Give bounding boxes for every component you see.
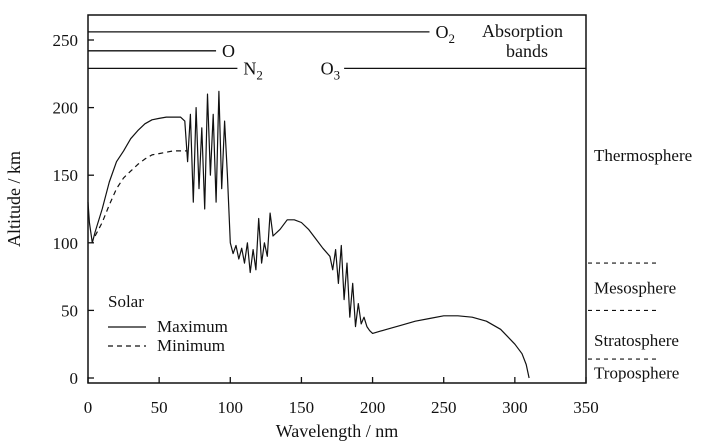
y-tick-label: 200	[53, 99, 79, 118]
absorption-band-label: O2	[435, 22, 455, 46]
x-tick-label: 200	[360, 398, 386, 417]
layer-label-stratosphere: Stratosphere	[594, 331, 679, 350]
x-tick-label: 50	[151, 398, 168, 417]
x-axis-title: Wavelength / nm	[276, 421, 399, 441]
x-tick-label: 300	[502, 398, 528, 417]
layer-label-mesosphere: Mesosphere	[594, 278, 676, 297]
legend: Solar Maximum Minimum	[108, 292, 228, 355]
legend-label-minimum: Minimum	[157, 336, 225, 355]
y-tick-label: 250	[53, 31, 79, 50]
legend-title: Solar	[108, 292, 144, 311]
atmosphere-layers: Thermosphere Mesosphere Stratosphere Tropos…	[588, 146, 692, 383]
y-axis-ticks: 0 50 100 150 200 250	[53, 31, 94, 388]
absorption-band-label: O3	[321, 58, 341, 82]
x-tick-label: 250	[431, 398, 457, 417]
layer-label-troposphere: Troposphere	[594, 364, 679, 383]
layer-label-thermosphere: Thermosphere	[594, 146, 692, 165]
y-tick-label: 50	[61, 301, 78, 320]
x-tick-label: 350	[573, 398, 599, 417]
x-axis-ticks: 0 50 100 150 200 250 300 350	[84, 377, 599, 417]
y-axis-title: Altitude / km	[4, 151, 24, 247]
absorption-band-label: N2	[243, 58, 263, 82]
x-tick-label: 150	[289, 398, 315, 417]
absorption-bands-title-line2: bands	[506, 41, 548, 61]
absorption-bands-title-line1: Absorption	[482, 21, 563, 41]
absorption-band-label: O	[222, 41, 235, 61]
y-tick-label: 0	[70, 369, 79, 388]
y-tick-label: 100	[53, 234, 79, 253]
series-line-minimum	[94, 150, 188, 237]
series-group	[87, 90, 530, 379]
series-line-maximum	[87, 90, 530, 379]
y-tick-label: 150	[53, 166, 79, 185]
x-tick-label: 100	[218, 398, 244, 417]
legend-label-maximum: Maximum	[157, 317, 228, 336]
x-tick-label: 0	[84, 398, 93, 417]
plot-frame	[87, 14, 587, 384]
